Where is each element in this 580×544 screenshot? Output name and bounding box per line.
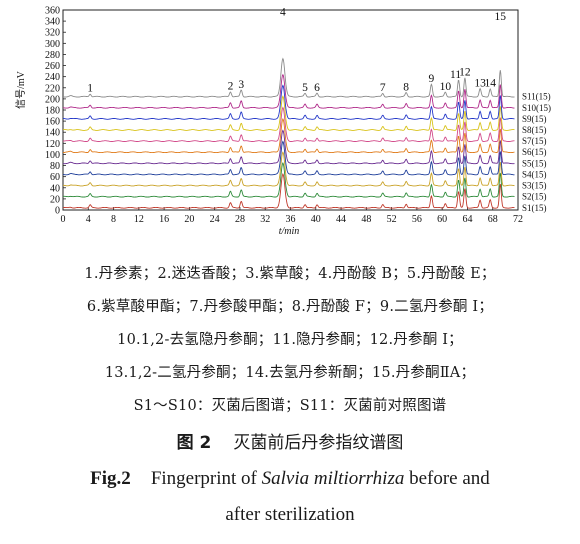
trace-s515 bbox=[62, 129, 515, 165]
peak-label: 3 bbox=[238, 79, 244, 91]
x-tick-label: 36 bbox=[286, 214, 296, 225]
y-tick-label: 120 bbox=[45, 139, 60, 150]
y-tick-label: 140 bbox=[45, 128, 60, 139]
y-tick-label: 220 bbox=[45, 83, 60, 94]
figure-number-zh: 图 2 bbox=[176, 433, 212, 453]
series-label: S6(15) bbox=[522, 147, 547, 157]
x-tick-label: 44 bbox=[336, 214, 346, 225]
series-label: S2(15) bbox=[522, 192, 547, 202]
x-tick-label: 24 bbox=[210, 214, 220, 225]
peak-label: 8 bbox=[403, 82, 409, 94]
figure-caption-zh: 灭菌前后丹参指纹谱图 bbox=[233, 433, 404, 453]
species-name: Salvia miltiorrhiza bbox=[261, 468, 405, 489]
series-labels: S1(15)S2(15)S3(15) S4(15)S5(15)S6(15)S7(1… bbox=[522, 92, 551, 213]
series-label: S1(15) bbox=[522, 203, 547, 213]
sample-legend-line: S1～S10：灭菌后图谱；S11：灭菌前对照图谱 bbox=[133, 398, 447, 414]
peak-label: 10 bbox=[440, 81, 452, 93]
x-tick-label: 16 bbox=[159, 214, 169, 225]
y-tick-label: 340 bbox=[45, 17, 60, 28]
y-axis: 0204060801001201401601802002202402602803… bbox=[45, 6, 66, 217]
peak-label: 15 bbox=[495, 11, 507, 23]
peak-label: 11 bbox=[450, 69, 461, 81]
figure-title-en: Fig.2 Fingerprint of Salvia miltiorrhiza … bbox=[0, 468, 580, 490]
trace-s1015 bbox=[62, 73, 515, 109]
peak-label: 5 bbox=[302, 82, 308, 94]
x-tick-label: 0 bbox=[61, 214, 66, 225]
plot-border bbox=[62, 9, 519, 211]
trace-s115 bbox=[62, 173, 515, 209]
x-tick-label: 60 bbox=[437, 214, 447, 225]
trace-s1115 bbox=[62, 57, 515, 98]
y-tick-label: 80 bbox=[50, 161, 60, 172]
series-label: S7(15) bbox=[522, 136, 547, 146]
x-tick-label: 4 bbox=[86, 214, 91, 225]
peak-legend-line-3: 10.1,2-去氢隐丹参酮；11.隐丹参酮；12.丹参酮 Ⅰ； bbox=[117, 332, 463, 348]
peak-legend-line-1: 1.丹参素；2.迷迭香酸；3.紫草酸；4.丹酚酸 B；5.丹酚酸 E； bbox=[84, 266, 496, 282]
x-tick-label: 72 bbox=[513, 214, 523, 225]
x-tick-label: 52 bbox=[387, 214, 397, 225]
y-tick-label: 60 bbox=[50, 172, 60, 183]
series-label: S4(15) bbox=[522, 169, 547, 179]
x-tick-label: 32 bbox=[260, 214, 270, 225]
x-tick-label: 64 bbox=[462, 214, 472, 225]
figure-title-zh: 图 2 灭菌前后丹参指纹谱图 bbox=[0, 428, 580, 453]
peak-label: 9 bbox=[429, 73, 435, 85]
series-label: S10(15) bbox=[522, 103, 551, 113]
x-tick-label: 40 bbox=[311, 214, 321, 225]
x-axis-label: t/min bbox=[279, 226, 300, 237]
series-label: S5(15) bbox=[522, 158, 547, 168]
peak-label: 4 bbox=[280, 7, 286, 19]
x-tick-label: 68 bbox=[488, 214, 498, 225]
trace-s415 bbox=[62, 140, 515, 176]
x-tick-label: 20 bbox=[184, 214, 194, 225]
peak-label: 2 bbox=[228, 80, 234, 92]
trace-s915 bbox=[63, 84, 515, 120]
peak-label: 14 bbox=[484, 78, 496, 90]
trace-s315 bbox=[62, 151, 515, 187]
y-tick-label: 320 bbox=[45, 28, 60, 39]
trace-s815 bbox=[63, 95, 515, 131]
x-tick-label: 28 bbox=[235, 214, 245, 225]
y-tick-label: 20 bbox=[50, 194, 60, 205]
figure-title-en-line-2: after sterilization bbox=[225, 504, 355, 525]
series-label: S8(15) bbox=[522, 125, 547, 135]
series-label: S9(15) bbox=[522, 114, 547, 124]
y-tick-label: 280 bbox=[45, 50, 60, 61]
figure-caption-en-pre: Fingerprint of bbox=[150, 468, 262, 489]
y-tick-label: 300 bbox=[45, 39, 60, 50]
peak-label: 7 bbox=[380, 82, 386, 94]
traces bbox=[62, 57, 515, 209]
y-tick-label: 200 bbox=[45, 94, 60, 105]
peak-label: 6 bbox=[314, 82, 320, 94]
x-tick-label: 56 bbox=[412, 214, 422, 225]
y-tick-label: 260 bbox=[45, 61, 60, 72]
x-tick-label: 48 bbox=[361, 214, 371, 225]
x-axis: 0 4 8 12 16 20 24 28 32 36 40 44 48 52 56 60 64 68 72 bbox=[61, 207, 523, 225]
y-tick-label: 160 bbox=[45, 117, 60, 128]
peak-label: 12 bbox=[459, 67, 471, 79]
series-label: S11(15) bbox=[522, 92, 551, 102]
y-tick-label: 40 bbox=[50, 183, 60, 194]
plot-frame bbox=[62, 9, 519, 211]
peak-label: 1 bbox=[87, 83, 93, 95]
x-tick-label: 12 bbox=[134, 214, 144, 225]
x-tick-label: 8 bbox=[111, 214, 116, 225]
trace-s615 bbox=[63, 118, 515, 154]
series-label: S3(15) bbox=[522, 181, 547, 191]
peak-legend-line-4: 13.1,2-二氢丹参酮；14.去氢丹参新酮；15.丹参酮ⅡA； bbox=[104, 365, 476, 381]
figure-number-en: Fig.2 bbox=[90, 468, 131, 489]
chromatogram-chart: 0204060801001201401601802002202402602803… bbox=[15, 6, 551, 238]
peak-label: 13 bbox=[474, 78, 486, 90]
y-tick-label: 100 bbox=[45, 150, 60, 161]
figure-caption-en-post: before and bbox=[404, 468, 490, 489]
y-axis-label: 信号/mV bbox=[15, 70, 27, 109]
y-tick-label: 180 bbox=[45, 106, 60, 117]
y-tick-label: 0 bbox=[55, 206, 60, 217]
trace-s715 bbox=[62, 106, 515, 142]
peak-legend-line-2: 6.紫草酸甲酯；7.丹参酸甲酯；8.丹酚酸 F；9.二氢丹参酮 Ⅰ； bbox=[86, 299, 494, 315]
y-tick-label: 360 bbox=[45, 6, 60, 17]
trace-s215 bbox=[63, 161, 515, 198]
y-tick-label: 240 bbox=[45, 72, 60, 83]
